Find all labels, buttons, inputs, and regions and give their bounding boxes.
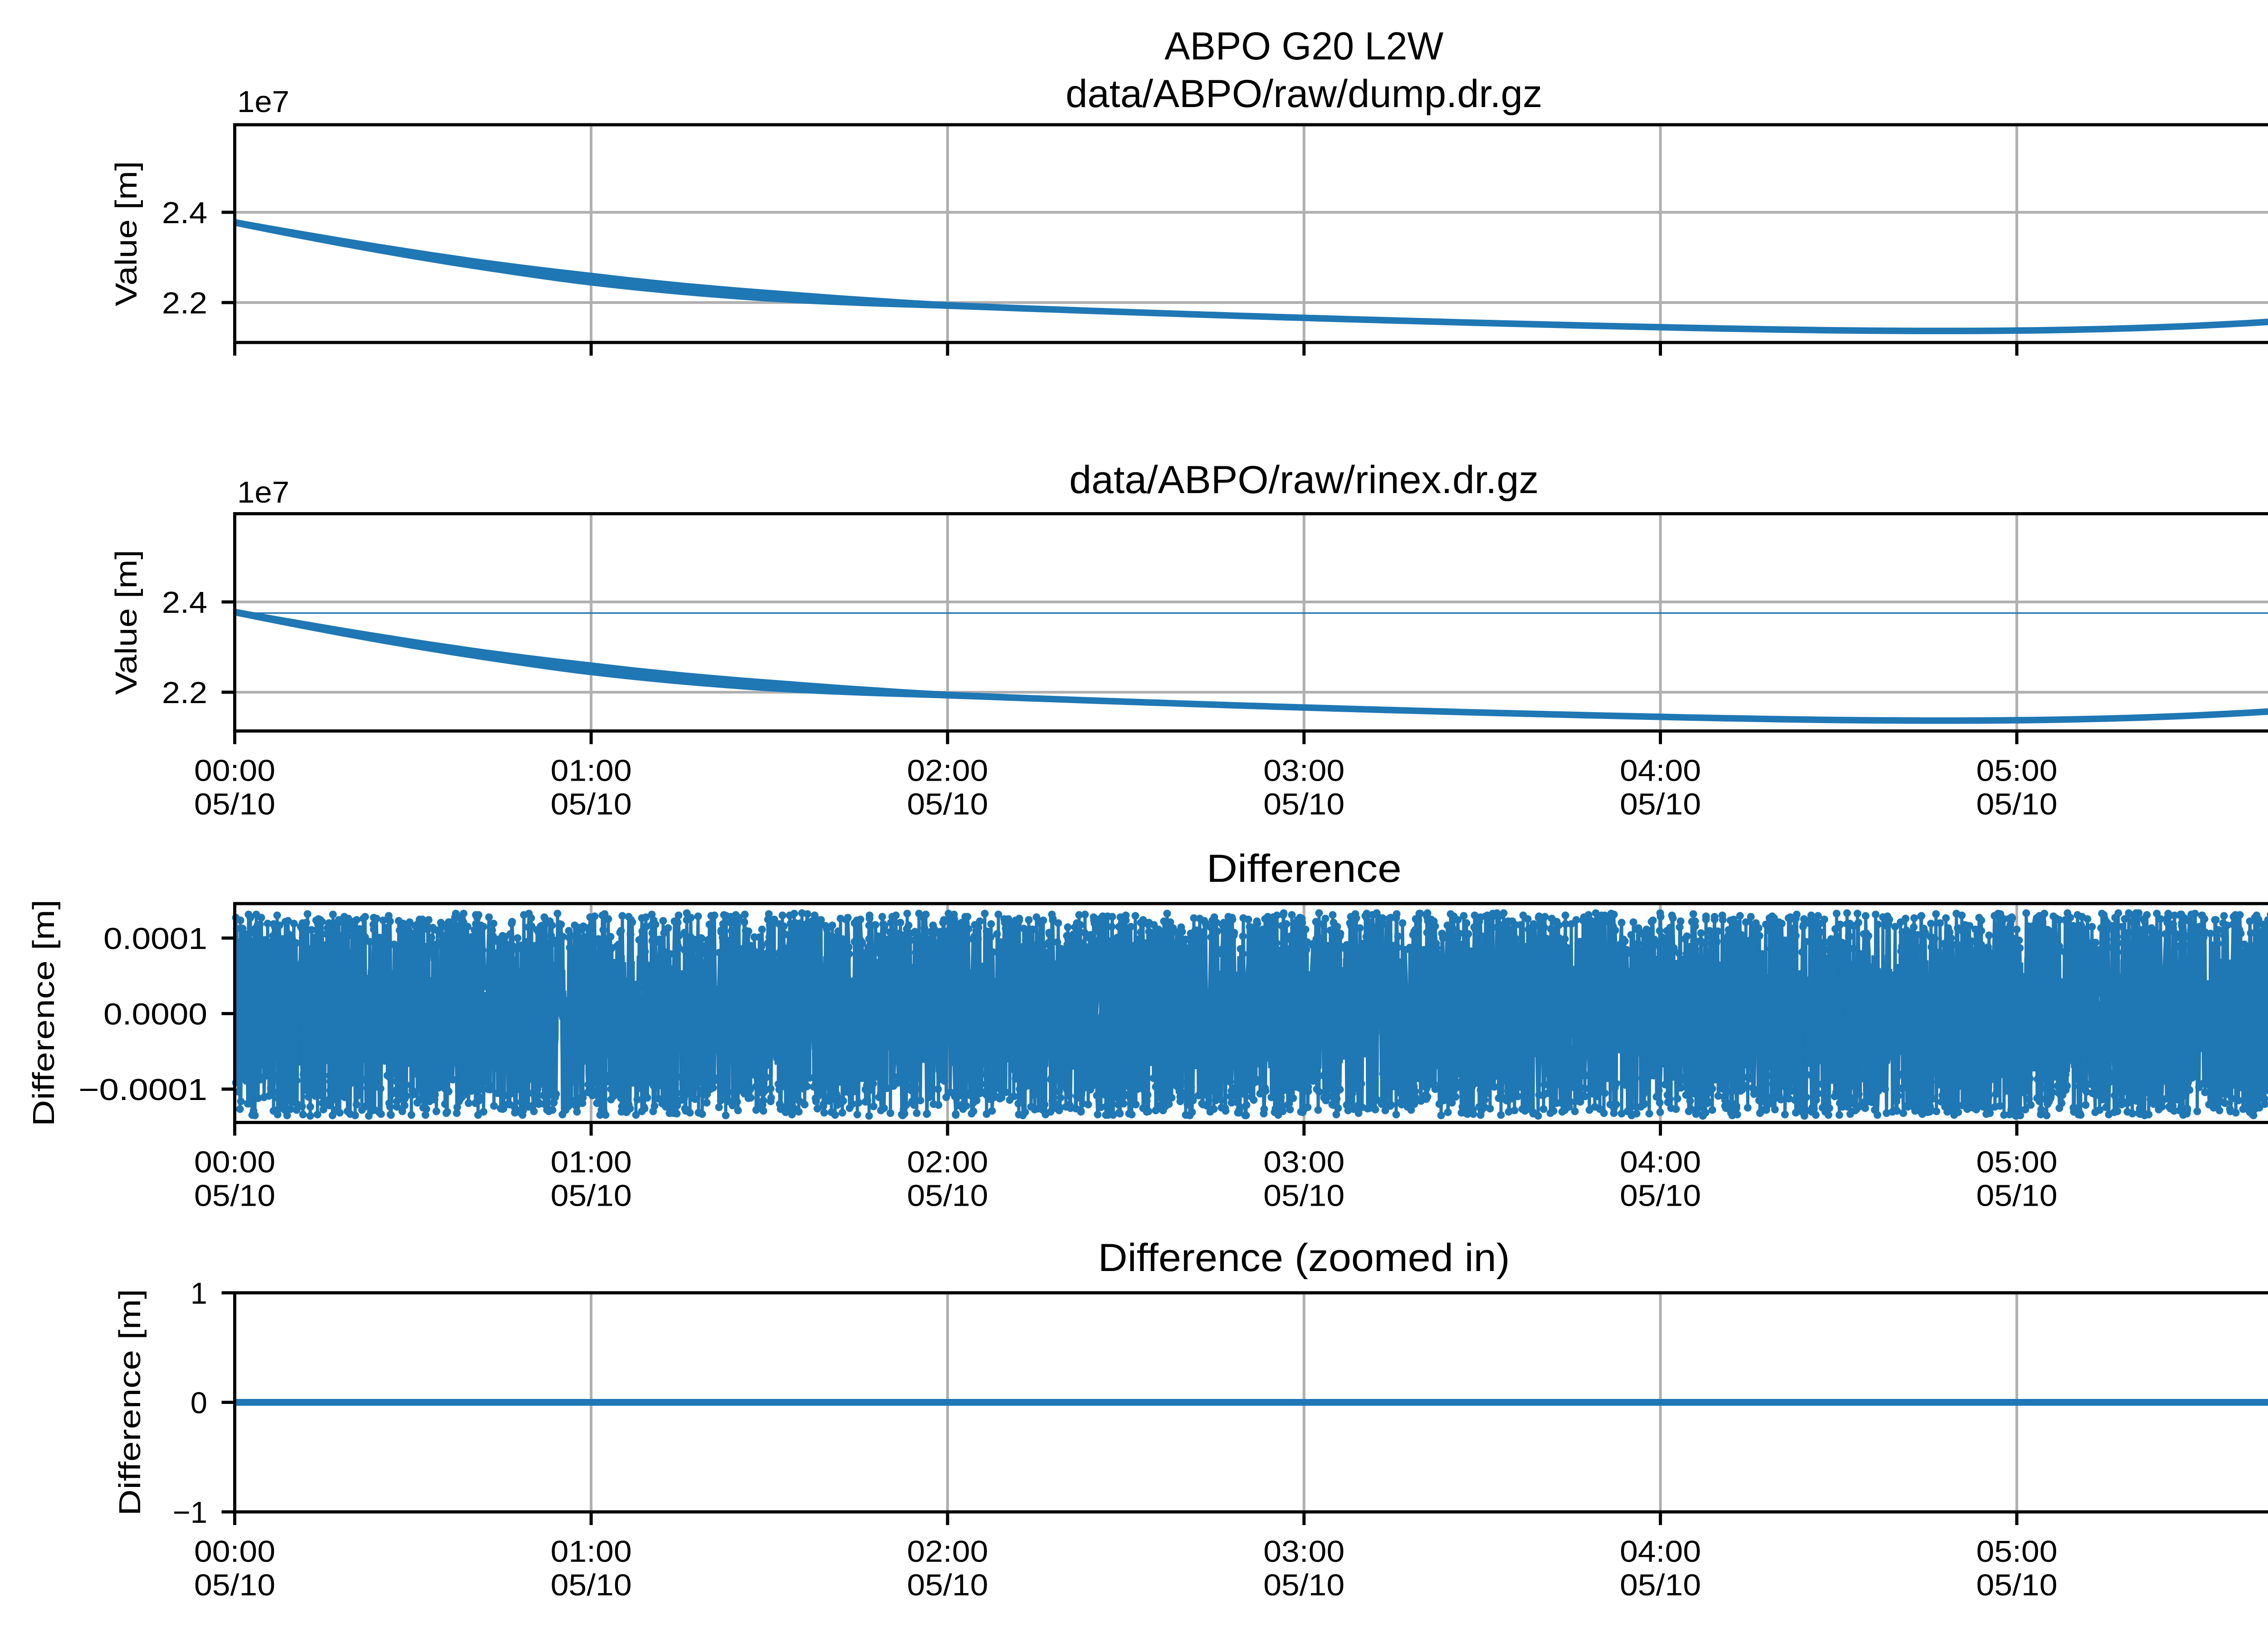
svg-text:03:00: 03:00 [1263, 754, 1344, 788]
svg-text:05/10: 05/10 [194, 1568, 275, 1602]
svg-text:−1: −1 [173, 1496, 207, 1530]
svg-text:data/ABPO/raw/dump.dr.gz: data/ABPO/raw/dump.dr.gz [1066, 72, 1542, 116]
svg-text:05/10: 05/10 [551, 1179, 632, 1213]
svg-text:03:00: 03:00 [1263, 1145, 1344, 1179]
svg-text:05/10: 05/10 [1976, 787, 2058, 821]
svg-text:05:00: 05:00 [1976, 1145, 2058, 1179]
svg-text:05/10: 05/10 [907, 787, 988, 821]
svg-text:02:00: 02:00 [907, 1145, 988, 1179]
svg-text:1e7: 1e7 [237, 475, 289, 509]
svg-text:05/10: 05/10 [551, 1568, 632, 1602]
svg-text:0.0001: 0.0001 [103, 922, 207, 956]
svg-text:Value [m]: Value [m] [109, 550, 143, 695]
svg-text:02:00: 02:00 [907, 754, 988, 788]
svg-text:03:00: 03:00 [1263, 1535, 1344, 1569]
svg-text:2.4: 2.4 [162, 586, 207, 620]
svg-text:Value [m]: Value [m] [109, 161, 143, 306]
svg-text:05/10: 05/10 [1620, 1568, 1701, 1602]
svg-text:0: 0 [191, 1386, 207, 1420]
svg-text:2.4: 2.4 [162, 196, 207, 230]
svg-text:02:00: 02:00 [907, 1535, 988, 1569]
svg-text:05:00: 05:00 [1976, 1535, 2058, 1569]
svg-text:2.2: 2.2 [162, 286, 207, 320]
svg-text:−0.0001: −0.0001 [78, 1073, 207, 1107]
svg-text:1e7: 1e7 [237, 85, 289, 119]
svg-text:05/10: 05/10 [1620, 787, 1701, 821]
svg-text:05/10: 05/10 [907, 1568, 988, 1602]
svg-text:05:00: 05:00 [1976, 754, 2058, 788]
svg-text:05/10: 05/10 [194, 1179, 275, 1213]
svg-text:01:00: 01:00 [551, 1145, 632, 1179]
svg-text:Difference [m]: Difference [m] [113, 1289, 147, 1516]
svg-text:04:00: 04:00 [1620, 754, 1701, 788]
svg-text:05/10: 05/10 [907, 1179, 988, 1213]
svg-text:1: 1 [191, 1276, 207, 1310]
svg-text:2.2: 2.2 [162, 676, 207, 710]
svg-text:05/10: 05/10 [194, 787, 275, 821]
svg-text:00:00: 00:00 [194, 1535, 275, 1569]
svg-text:Difference: Difference [1207, 847, 1402, 890]
svg-text:05/10: 05/10 [1263, 1568, 1344, 1602]
svg-text:05/10: 05/10 [1620, 1179, 1701, 1213]
svg-text:Difference (zoomed in): Difference (zoomed in) [1098, 1236, 1510, 1280]
svg-text:05/10: 05/10 [1263, 787, 1344, 821]
svg-text:04:00: 04:00 [1620, 1145, 1701, 1179]
svg-text:01:00: 01:00 [551, 754, 632, 788]
svg-text:00:00: 00:00 [194, 1145, 275, 1179]
svg-text:01:00: 01:00 [551, 1535, 632, 1569]
svg-text:Difference [m]: Difference [m] [27, 900, 61, 1126]
svg-text:05/10: 05/10 [1976, 1568, 2058, 1602]
svg-text:00:00: 00:00 [194, 754, 275, 788]
svg-text:ABPO G20 L2W: ABPO G20 L2W [1164, 24, 1443, 68]
svg-text:data/ABPO/raw/rinex.dr.gz: data/ABPO/raw/rinex.dr.gz [1069, 458, 1539, 502]
svg-text:0.0000: 0.0000 [103, 997, 207, 1032]
svg-text:04:00: 04:00 [1620, 1535, 1701, 1569]
svg-text:05/10: 05/10 [1263, 1179, 1344, 1213]
svg-text:05/10: 05/10 [1976, 1179, 2058, 1213]
svg-text:05/10: 05/10 [551, 787, 632, 821]
